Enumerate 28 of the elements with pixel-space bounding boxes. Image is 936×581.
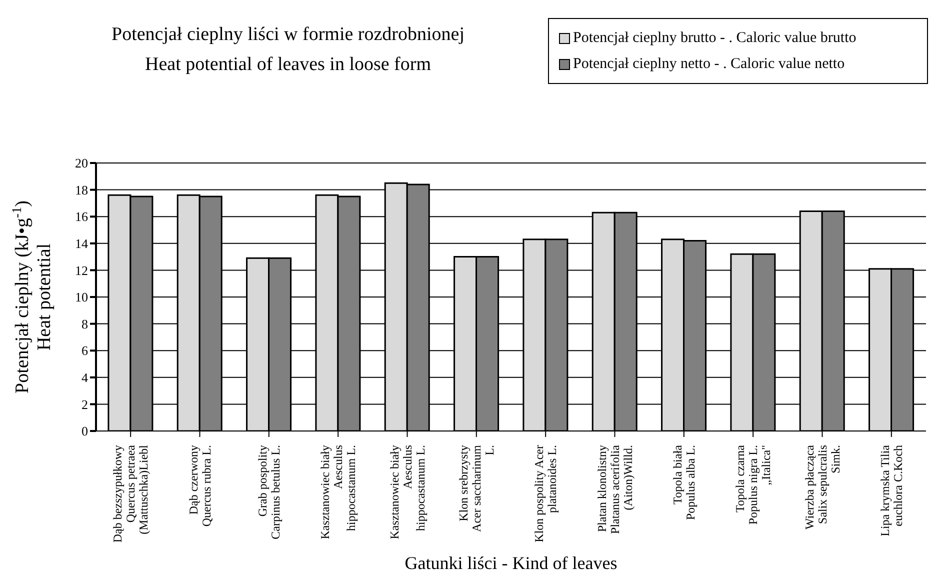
y-tick-label: 6	[82, 343, 88, 358]
chart-subtitle: Heat potential of leaves in loose form	[144, 53, 432, 77]
y-tick-label: 20	[75, 156, 88, 171]
x-tick-label: Topola czarna Populus nigra L. „Italica"	[733, 444, 774, 525]
x-tick-label: Topola biała Populus alba L.	[670, 444, 698, 520]
y-tick-label: 18	[75, 182, 88, 198]
x-tick-label: Wierzba płacząca Salix sepulcralis Simk.	[802, 444, 842, 530]
chart-title: Potencjał cieplny liści w formie rozdrobnionej	[110, 23, 466, 47]
y-tick-label: 8	[82, 316, 88, 332]
x-tick-label: Platan klonolistny Platanus acerifolia (Aiton)Willd.	[594, 444, 635, 534]
legend-label: Potencjał cieplny brutto - . Caloric value brutto	[573, 29, 856, 48]
x-tick-label: Dąb czerwony Quercus rubra L.	[186, 445, 214, 527]
x-tick-label: Kasztanowiec biały Aesculus hippocastanum L.	[387, 444, 428, 540]
y-tick-label: 4	[82, 370, 88, 386]
y-tick-label: 2	[82, 396, 88, 412]
x-tick-label: Dąb bezszypułkowy Quercus petraea (Mattuschka)Liebl	[110, 444, 151, 543]
y-tick-label: 12	[75, 262, 88, 278]
x-axis-title: Gatunki liści - Kind of leaves	[404, 553, 618, 573]
x-tick-label: Kasztanowiec biały Aesculus hippocastanum L.	[318, 444, 358, 540]
y-tick-label: 14	[75, 236, 88, 252]
legend-label: Potencjał cieplny netto - . Caloric value netto	[573, 55, 845, 74]
x-tick-label: Grab pospolity Carpinus betulus L.	[255, 445, 282, 540]
y-tick-label: 0	[82, 424, 88, 439]
y-tick-label: 16	[75, 209, 88, 224]
x-tick-label: Klon pospolity Acer platanoides L.	[532, 445, 560, 542]
x-tick-label: Lipa krymska Tilia euchlora C.Koch	[878, 444, 905, 536]
x-tick-label: Klon srebrzysty Acer saccharinum L.	[456, 444, 496, 532]
y-tick-label: 10	[75, 290, 88, 305]
